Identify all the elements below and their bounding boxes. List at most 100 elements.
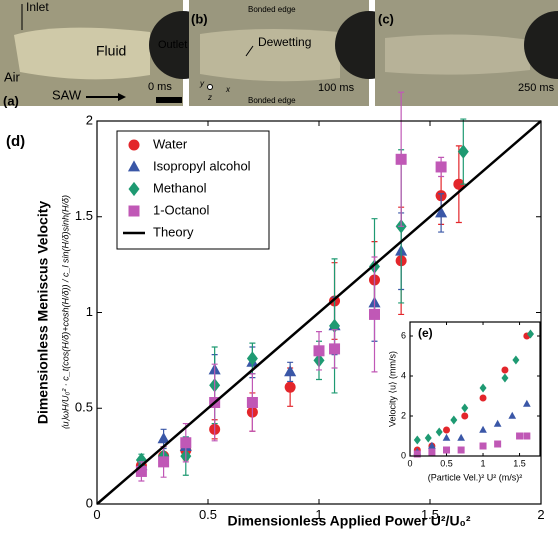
- marker: [512, 355, 520, 365]
- x-tick-label: 1: [315, 507, 322, 522]
- marker: [428, 448, 436, 456]
- y-axis-label: Dimensionless Meniscus Velocity: [35, 201, 51, 425]
- y-axis-formula: ⟨u⟩ωH/U₀² · c_t(cos(H/δ)+cosh(H/δ)) / c_…: [60, 195, 70, 430]
- outlet: [524, 11, 558, 79]
- y-axis-label: Velocity ⟨u⟩ (mm/s): [387, 351, 397, 427]
- marker: [523, 399, 531, 407]
- marker: [443, 426, 451, 434]
- scale-bar: [156, 97, 182, 103]
- marker: [135, 465, 147, 477]
- x-tick-label: 0.5: [440, 458, 453, 468]
- marker: [246, 397, 258, 409]
- x-tick-label: 0.5: [199, 507, 217, 522]
- marker: [284, 365, 297, 377]
- x-tick-label: 1.5: [513, 458, 526, 468]
- y-tick-label: 2: [86, 112, 93, 127]
- marker: [457, 144, 469, 159]
- photo-text: x: [225, 85, 231, 94]
- legend-label: Methanol: [153, 180, 207, 195]
- y-tick-label: 1: [86, 304, 93, 319]
- fluid: [200, 28, 340, 82]
- marker: [443, 446, 451, 454]
- photo-text: Outlet: [158, 39, 187, 51]
- marker: [501, 366, 509, 374]
- photo-text: Bonded edge: [248, 96, 296, 105]
- marker: [313, 345, 325, 357]
- fluid: [14, 27, 150, 80]
- marker: [180, 437, 192, 449]
- marker: [501, 373, 509, 383]
- y-tick-label: 0: [86, 495, 93, 510]
- legend-label: Water: [153, 136, 188, 151]
- marker: [424, 433, 432, 443]
- marker: [442, 433, 451, 441]
- pointer: [245, 45, 254, 57]
- photo-text: 0 ms: [148, 81, 172, 93]
- x-tick-label: 1.5: [421, 507, 439, 522]
- marker: [453, 178, 465, 190]
- y-tick-label: 2: [401, 410, 406, 420]
- y-tick-label: 0.5: [75, 400, 93, 415]
- photo-text: Dewetting: [258, 35, 311, 49]
- marker: [479, 383, 487, 393]
- marker: [435, 161, 447, 173]
- marker: [428, 441, 436, 449]
- y-tick-label: 0: [401, 450, 406, 460]
- y-tick-label: 4: [401, 370, 406, 380]
- marker: [461, 403, 469, 413]
- marker: [128, 205, 140, 217]
- marker: [479, 425, 487, 433]
- legend-label: 1-Octanol: [153, 202, 209, 217]
- x-tick-label: 1: [481, 458, 486, 468]
- theory-line: [96, 120, 542, 505]
- y-tick-label: 1.5: [75, 208, 93, 223]
- marker: [395, 153, 407, 165]
- marker: [413, 450, 421, 458]
- legend-label: Theory: [153, 224, 194, 239]
- marker: [127, 160, 141, 172]
- photo-text: SAW: [52, 87, 82, 102]
- legend-box: [116, 130, 270, 250]
- marker: [246, 351, 258, 366]
- marker: [457, 433, 465, 441]
- panel-label: (d): [6, 133, 25, 150]
- marker: [457, 446, 465, 454]
- photo-text: 250 ms: [518, 82, 555, 94]
- x-axis-label: Dimensionless Applied Power U²/U₀²: [227, 513, 470, 529]
- x-axis-label: (Particle Vel.)² U² (m/s)²: [428, 472, 523, 482]
- marker: [329, 343, 341, 355]
- fluid: [385, 34, 530, 75]
- panel-label: (b): [191, 11, 208, 26]
- marker: [461, 412, 469, 420]
- photo-text: z: [207, 93, 212, 102]
- axis-icon: [207, 84, 213, 90]
- photos: (a) Inlet Fluid Outlet Air SAW 0 ms (b) …: [0, 0, 558, 108]
- photo-text: Fluid: [96, 43, 126, 59]
- marker: [435, 206, 448, 218]
- panel-label: (e): [418, 326, 433, 340]
- plot-frame: [409, 321, 541, 457]
- x-tick-label: 0: [93, 507, 100, 522]
- arrow-head: [118, 93, 126, 101]
- y-tick-label: 6: [401, 330, 406, 340]
- panel-label: (c): [378, 11, 394, 26]
- marker: [435, 427, 443, 437]
- plot-frame: [96, 120, 542, 505]
- marker: [527, 329, 535, 339]
- photo-text: Air: [4, 69, 21, 84]
- photo-text: 100 ms: [318, 82, 355, 94]
- marker: [508, 411, 517, 419]
- marker: [479, 394, 487, 402]
- photo-text: y: [199, 79, 205, 88]
- marker: [516, 432, 524, 440]
- marker: [369, 308, 380, 320]
- marker: [450, 415, 458, 425]
- x-tick-label: 0: [407, 458, 412, 468]
- marker: [158, 456, 170, 468]
- marker: [157, 432, 170, 444]
- x-tick-label: 2: [537, 507, 544, 522]
- legend-label: Isopropyl alcohol: [153, 158, 251, 173]
- marker: [128, 139, 140, 151]
- marker: [494, 440, 502, 448]
